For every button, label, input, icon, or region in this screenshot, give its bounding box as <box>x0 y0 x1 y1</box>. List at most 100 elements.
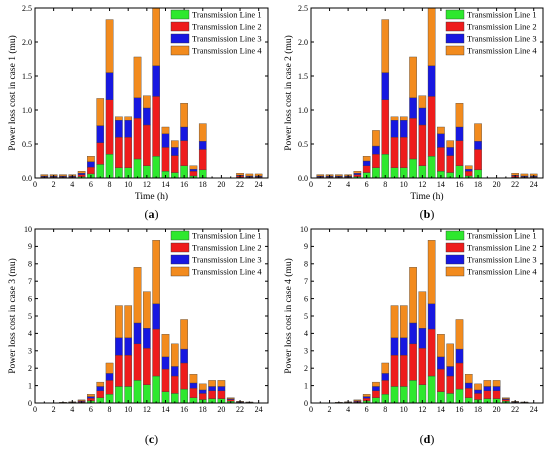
bar-segment <box>180 348 188 364</box>
bar-segment <box>400 354 408 387</box>
y-tick-label: 2.0 <box>298 38 308 47</box>
x-tick-label: 2 <box>52 405 56 414</box>
bar-segment <box>217 390 226 399</box>
bar-segment <box>362 396 371 399</box>
bar-segment <box>143 107 151 126</box>
bar-segment <box>511 173 519 176</box>
bar-segment <box>170 375 179 394</box>
legend: Transmission Line 1 Transmission Line 2 Tr… <box>445 10 537 56</box>
chart-panel-b: 0 2 4 6 8 10 12 14 16 18 20 22 240.00.51.01.52.02.5T… <box>283 4 544 221</box>
bar-segment <box>143 291 151 329</box>
x-tick-label: 24 <box>530 180 538 189</box>
legend-swatch <box>170 33 190 44</box>
bar-segment <box>198 123 207 142</box>
x-tick-label: 22 <box>511 180 519 189</box>
bar-segment <box>161 356 170 370</box>
plot-frame <box>34 7 269 179</box>
legend-label: Transmission Line 3 <box>467 255 537 265</box>
panel-label: (a) <box>145 207 159 221</box>
legend-label: Transmission Line 1 <box>467 231 537 241</box>
y-tick-label: 5 <box>28 312 32 321</box>
x-tick-label: 4 <box>346 405 350 414</box>
bar-segment <box>427 156 436 179</box>
bar-segment <box>96 98 105 126</box>
legend-label: Transmission Line 4 <box>467 267 537 277</box>
bar-segment <box>390 116 399 121</box>
bar-segment <box>446 155 454 173</box>
legend-label: Transmission Line 2 <box>192 243 262 253</box>
legend-label: Transmission Line 4 <box>192 46 262 56</box>
bar-segment <box>381 154 390 179</box>
bar-segment <box>483 386 492 391</box>
bar-segment <box>381 380 390 395</box>
bar-segment <box>409 322 417 345</box>
legend-swatch <box>170 230 190 241</box>
bar-segment <box>464 171 473 177</box>
bar-segment <box>427 65 436 97</box>
y-tick-label: 2.0 <box>22 38 32 47</box>
bar-segment <box>198 389 207 394</box>
bar-segment <box>105 362 114 374</box>
x-tick-label: 10 <box>124 180 132 189</box>
bar-segment <box>198 141 207 150</box>
bar-segment <box>409 380 417 404</box>
bar-segment <box>115 137 123 168</box>
y-tick-label: 10 <box>24 225 32 234</box>
bar-segment <box>372 154 380 168</box>
bar-segment <box>474 149 482 171</box>
bar-segment <box>245 173 254 177</box>
bar-segment <box>427 96 436 157</box>
bar-segment <box>152 375 160 404</box>
panel-label: (c) <box>145 432 158 446</box>
bar-segment <box>372 145 380 155</box>
legend-swatch <box>170 266 190 277</box>
x-tick-label: 16 <box>180 405 188 414</box>
bar-segment <box>390 337 399 356</box>
y-tick-label: 0.0 <box>22 174 32 183</box>
y-tick-label: 2.5 <box>298 4 308 13</box>
legend-label: Transmission Line 1 <box>192 10 262 20</box>
x-tick-label: 18 <box>474 405 482 414</box>
bar-segment <box>446 343 454 367</box>
bar-segment <box>381 362 390 374</box>
y-tick-label: 9 <box>304 242 308 251</box>
bar-segment <box>124 305 133 338</box>
x-tick-label: 12 <box>418 180 426 189</box>
bar-segment <box>390 137 399 168</box>
bar-segment <box>390 120 399 138</box>
bar-segment <box>455 126 464 141</box>
bar-segment <box>381 19 390 73</box>
bar-segment <box>77 174 86 177</box>
legend-label: Transmission Line 3 <box>192 34 262 44</box>
bar-segment <box>133 380 142 404</box>
bar-segment <box>170 343 179 367</box>
bar-segment <box>170 140 179 148</box>
bar-segment <box>143 95 151 109</box>
legend-swatch <box>170 45 190 56</box>
x-tick-label: 22 <box>236 180 244 189</box>
bar-segment <box>427 240 436 304</box>
x-tick-label: 6 <box>365 405 369 414</box>
y-tick-label: 0 <box>304 399 308 408</box>
bar-segment <box>152 7 160 66</box>
x-tick-label: 6 <box>365 180 369 189</box>
bar-segment <box>143 124 151 166</box>
bar-segment <box>409 267 417 324</box>
bar-segment <box>362 160 371 166</box>
bar-segment <box>115 116 123 121</box>
x-tick-label: 4 <box>70 180 74 189</box>
x-tick-label: 20 <box>217 405 225 414</box>
bar-segment <box>446 366 454 377</box>
legend-label: Transmission Line 4 <box>467 46 537 56</box>
bar-segment <box>189 388 198 398</box>
legend-label: Transmission Line 4 <box>192 267 262 277</box>
legend-label: Transmission Line 2 <box>192 22 262 32</box>
bar-segment <box>418 95 427 109</box>
bar-segment <box>152 303 160 330</box>
x-tick-label: 20 <box>493 180 501 189</box>
bar-segment <box>381 72 390 100</box>
bar-segment <box>226 397 235 399</box>
x-tick-label: 10 <box>124 405 132 414</box>
bar-segment <box>353 171 362 174</box>
